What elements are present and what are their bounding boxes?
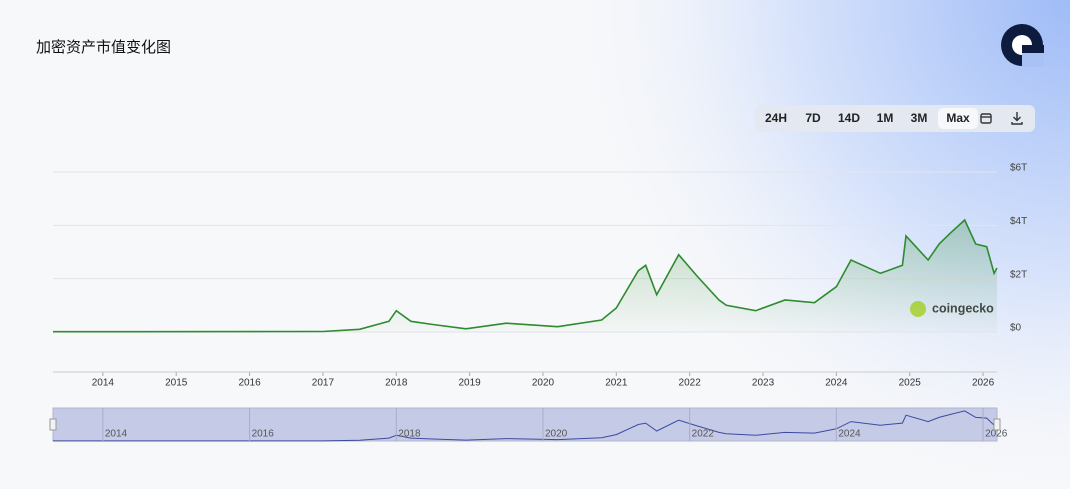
area-fill bbox=[53, 220, 997, 332]
navigator-handle-right[interactable] bbox=[993, 418, 1001, 431]
calendar-icon[interactable] bbox=[980, 113, 992, 124]
navigator-line bbox=[53, 410, 998, 442]
download-icon[interactable] bbox=[1011, 112, 1023, 125]
x-tick-label: 2015 bbox=[165, 378, 188, 389]
navigator-label: 2022 bbox=[692, 429, 715, 440]
x-tick-label: 2018 bbox=[385, 378, 408, 389]
range-button[interactable]: 3M bbox=[911, 111, 928, 125]
price-line bbox=[52, 218, 998, 333]
x-tick-label: 2014 bbox=[92, 378, 115, 389]
x-tick-label: 2022 bbox=[679, 378, 702, 389]
x-tick-label: 2021 bbox=[605, 378, 628, 389]
selected-button-bg bbox=[938, 108, 978, 129]
y-tick-label: $2T bbox=[1010, 269, 1027, 280]
x-tick-label: 2016 bbox=[238, 378, 261, 389]
navigator-label: 2018 bbox=[398, 429, 421, 440]
navigator-label: 2024 bbox=[838, 429, 861, 440]
x-tick-label: 2023 bbox=[752, 378, 775, 389]
navigator-label: 2014 bbox=[105, 429, 128, 440]
navigator-label: 2016 bbox=[252, 429, 275, 440]
range-button[interactable]: 24H bbox=[765, 111, 787, 125]
x-tick-label: 2017 bbox=[312, 378, 335, 389]
navigator-label: 2020 bbox=[545, 429, 568, 440]
x-tick-label: 2025 bbox=[899, 378, 922, 389]
navigator-label: 2026 bbox=[985, 429, 1008, 440]
x-tick-label: 2019 bbox=[458, 378, 481, 389]
range-button[interactable]: 14D bbox=[838, 111, 860, 125]
range-toolbar bbox=[755, 105, 1035, 132]
y-tick-label: $0 bbox=[1010, 323, 1022, 334]
y-tick-label: $6T bbox=[1010, 163, 1027, 174]
logo bbox=[1001, 24, 1044, 67]
y-tick-label: $4T bbox=[1010, 216, 1027, 227]
title: 加密资产市值变化图 bbox=[36, 39, 171, 56]
navigator-handle-left[interactable] bbox=[49, 418, 57, 431]
range-button[interactable]: 1M bbox=[877, 111, 894, 125]
range-button[interactable]: Max bbox=[946, 111, 970, 125]
x-tick-label: 2024 bbox=[825, 378, 848, 389]
x-tick-label: 2026 bbox=[972, 378, 995, 389]
range-button[interactable]: 7D bbox=[805, 111, 821, 125]
x-tick-label: 2020 bbox=[532, 378, 555, 389]
